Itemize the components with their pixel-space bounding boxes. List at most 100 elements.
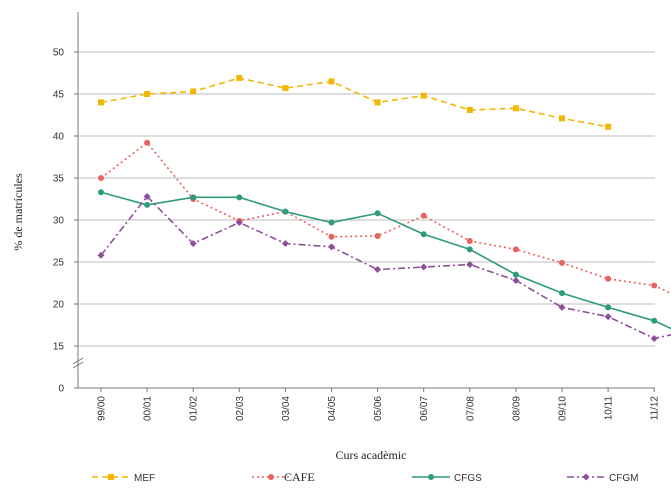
legend-marker-cfgs (428, 474, 434, 480)
series-line-cfgs (100, 191, 671, 330)
data-point-cafe (98, 175, 104, 181)
data-point-cafe (374, 232, 381, 239)
data-point-mef (512, 105, 519, 112)
x-tick-label: 07/08 (465, 396, 476, 421)
y-tick-labels: 0 15 20 25 30 35 40 45 50 (53, 48, 78, 395)
y-tick-label: 50 (53, 48, 65, 59)
axis-break-mark (72, 357, 84, 369)
data-point-cfgs (190, 194, 197, 201)
data-point-mef (605, 123, 612, 130)
legend-marker-cafe (268, 474, 274, 480)
y-tick-label: 20 (53, 300, 65, 311)
legend-marker-mef (108, 474, 114, 480)
data-point-cafe (144, 139, 151, 146)
series-cfgs (98, 189, 671, 330)
legend-label-cfgs: CFGS (454, 473, 482, 484)
data-point-mef (282, 85, 289, 92)
y-axis-label: % de matrícules (11, 173, 25, 251)
legend-item-cfgs: CFGS (412, 473, 482, 484)
data-point-cafe (466, 238, 473, 244)
x-tick-label: 11/12 (650, 396, 661, 421)
legend-label-cfgm: CFGM (609, 473, 638, 484)
data-point-cfgm (235, 219, 243, 227)
x-tick-label: 06/07 (419, 396, 430, 421)
legend-label-cafe: CAFE (284, 470, 315, 484)
data-point-cfgs (144, 201, 151, 208)
series-cfgm (97, 192, 671, 342)
data-point-mef (190, 88, 197, 95)
y-tick-label: 0 (58, 384, 64, 395)
data-point-cfgm (604, 313, 612, 321)
data-point-cfgm (97, 251, 105, 259)
data-point-cfgm (328, 243, 335, 251)
data-point-cfgs (605, 304, 612, 311)
data-point-cfgs (328, 219, 335, 226)
x-tick-label: 04/05 (327, 396, 338, 421)
series-line-mef (100, 77, 609, 128)
axes (72, 12, 655, 389)
data-point-cafe (420, 212, 427, 219)
y-tick-label: 30 (53, 216, 65, 227)
data-point-cfgm (374, 266, 382, 274)
data-point-mef (466, 106, 473, 113)
data-point-cafe (512, 246, 519, 253)
series-line-cfgm (100, 195, 671, 340)
data-point-cfgm (420, 263, 428, 271)
series-line-cafe (100, 141, 671, 295)
data-point-cfgm (143, 192, 151, 200)
data-point-cafe (328, 233, 335, 240)
x-tick-label: 99/00 (97, 396, 108, 421)
data-point-mef (144, 91, 151, 97)
data-point-cfgs (374, 210, 381, 217)
legend-item-cfgm: CFGM (567, 473, 638, 484)
data-point-cfgs (236, 194, 243, 201)
data-point-cfgs (651, 317, 658, 324)
data-point-cafe (651, 282, 658, 289)
x-tick-label: 10/11 (604, 396, 615, 421)
data-point-cfgs (559, 290, 565, 297)
data-point-cafe (559, 259, 565, 266)
data-point-cafe (605, 275, 612, 282)
data-point-cfgm (650, 334, 658, 342)
data-point-mef (236, 75, 243, 82)
y-tick-label: 40 (53, 132, 65, 143)
x-tick-label: 03/04 (281, 396, 292, 421)
y-tick-label: 15 (53, 342, 65, 353)
gridlines (78, 51, 655, 347)
legend-item-cafe: CAFE (252, 470, 315, 484)
x-tick-label: 02/03 (235, 396, 246, 421)
x-axis-label: Curs acadèmic (336, 448, 407, 462)
legend-label-mef: MEF (134, 473, 155, 484)
y-tick-label: 45 (53, 90, 65, 101)
y-tick-label: 35 (53, 174, 65, 185)
data-point-mef (420, 92, 427, 99)
series-lines (97, 75, 671, 342)
data-point-mef (328, 78, 335, 85)
data-point-cfgs (98, 189, 104, 196)
data-point-mef (374, 99, 381, 106)
legend: MEF CAFE CFGS CFGM (92, 470, 638, 484)
data-point-cfgm (558, 303, 566, 311)
data-point-cfgm (512, 276, 520, 284)
x-tick-labels: 99/00 00/01 01/02 02/03 03/04 04/05 05/06 06/07… (97, 388, 661, 421)
data-point-cfgs (282, 208, 289, 215)
data-point-cfgm (466, 261, 474, 269)
legend-item-mef: MEF (92, 473, 155, 484)
x-tick-label: 09/10 (558, 396, 569, 421)
data-point-cfgs (420, 231, 427, 238)
data-point-cfgm (189, 240, 197, 248)
data-point-mef (98, 99, 104, 106)
data-point-cfgs (512, 271, 519, 278)
x-tick-label: 08/09 (511, 396, 522, 421)
data-point-mef (559, 115, 565, 122)
series-cafe (98, 139, 671, 295)
data-point-cfgs (466, 246, 473, 253)
x-tick-label: 05/06 (373, 396, 384, 421)
data-point-cfgm (281, 240, 289, 248)
y-tick-label: 25 (53, 258, 65, 269)
x-tick-label: 01/02 (189, 396, 200, 421)
x-tick-label: 00/01 (143, 396, 154, 421)
legend-marker-cfgm (582, 473, 590, 481)
series-mef (98, 75, 612, 130)
